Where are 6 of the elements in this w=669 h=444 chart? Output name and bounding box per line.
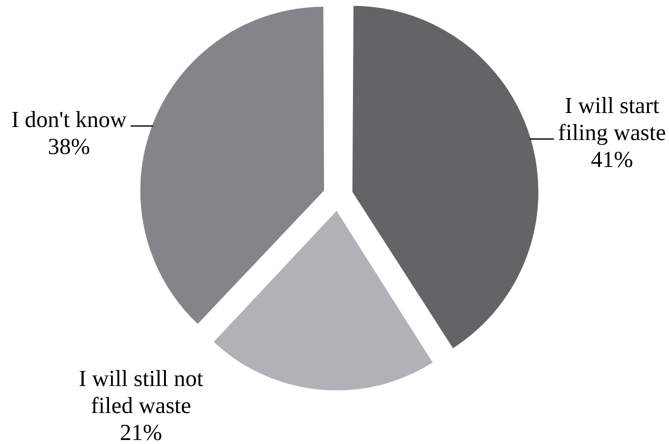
slice-label: I will start filing waste — [558, 93, 666, 145]
data-label: 41% — [590, 147, 634, 172]
slice-label: I don't know — [11, 107, 128, 132]
data-label: 21% — [120, 420, 162, 444]
data-label: 38% — [48, 134, 90, 159]
slice-label: I will still not filed waste — [78, 366, 204, 418]
